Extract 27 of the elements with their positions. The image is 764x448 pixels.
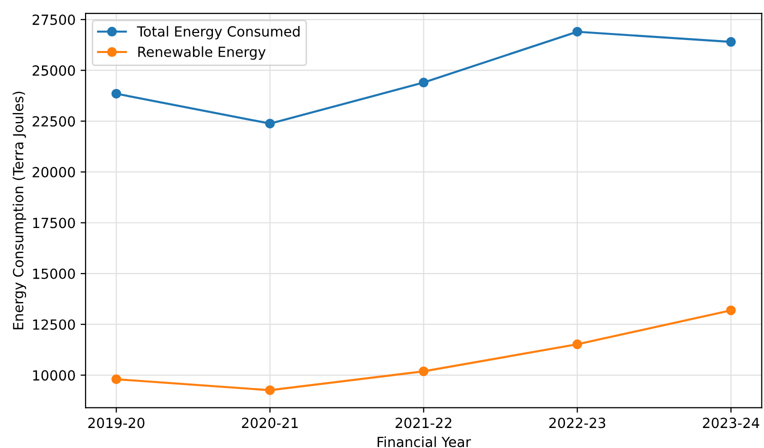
x-tick-label: 2021-22 bbox=[396, 418, 452, 428]
x-axis-title: Financial Year bbox=[378, 436, 471, 448]
y-tick-label: 25000 bbox=[32, 65, 75, 76]
y-axis-title: Energy Consumption (Terra Joules) bbox=[12, 92, 26, 330]
point bbox=[111, 374, 122, 384]
y-tick-label: 22500 bbox=[32, 116, 75, 127]
y-tick-label: 27500 bbox=[32, 14, 75, 26]
x-tick-label: 2019-20 bbox=[88, 418, 144, 428]
x-tick-label: 2020-21 bbox=[242, 418, 298, 428]
legend-label: Total Energy Consumed bbox=[136, 26, 300, 40]
point bbox=[265, 385, 275, 396]
point bbox=[572, 26, 582, 37]
x-tick-label: 2023-24 bbox=[702, 418, 760, 428]
point bbox=[418, 366, 428, 376]
legend-label: Renewable Energy bbox=[138, 46, 266, 60]
point bbox=[418, 78, 428, 88]
y-tick-label: 15000 bbox=[33, 268, 75, 280]
y-tick-label: 17500 bbox=[33, 218, 75, 228]
y-tick-label: 12500 bbox=[33, 319, 75, 330]
point bbox=[265, 118, 275, 128]
point bbox=[726, 305, 736, 316]
x-tick-label: 2022-23 bbox=[549, 418, 606, 428]
point bbox=[726, 37, 736, 47]
y-tick-label: 20000 bbox=[32, 166, 75, 178]
point bbox=[111, 88, 122, 99]
point bbox=[572, 339, 582, 350]
y-tick-label: 10000 bbox=[33, 370, 75, 381]
